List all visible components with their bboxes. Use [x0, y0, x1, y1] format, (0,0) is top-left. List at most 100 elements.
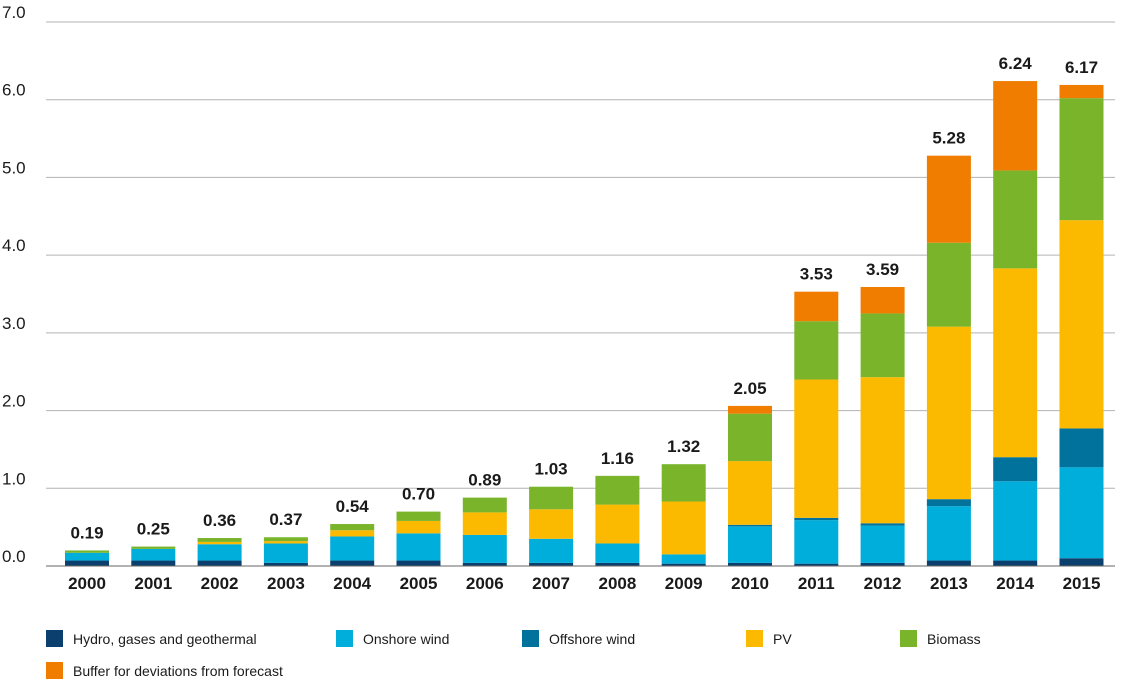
legend-label: Hydro, gases and geothermal — [73, 630, 257, 647]
legend-label: Buffer for deviations from forecast — [73, 662, 283, 679]
x-tick-label-2003: 2003 — [267, 574, 305, 593]
bar-segment-2005-0 — [396, 560, 441, 566]
x-tick-label-2002: 2002 — [201, 574, 239, 593]
legend-swatch — [46, 662, 63, 679]
total-label-2000: 0.19 — [70, 523, 103, 542]
y-tick-label: 2.0 — [2, 392, 26, 411]
bar-segment-2011-1 — [794, 520, 839, 564]
legend-swatch — [900, 630, 917, 647]
bar-segment-2006-0 — [462, 562, 507, 566]
total-label-2005: 0.70 — [402, 485, 435, 504]
bar-segment-2006-4 — [462, 497, 507, 513]
total-label-2004: 0.54 — [336, 497, 370, 516]
y-tick-label: 6.0 — [2, 81, 26, 100]
x-tick-label-2013: 2013 — [930, 574, 968, 593]
bar-segment-2012-5 — [860, 287, 905, 314]
total-label-2001: 0.25 — [137, 520, 170, 539]
x-tick-label-2006: 2006 — [466, 574, 504, 593]
y-tick-label: 3.0 — [2, 314, 26, 333]
bar-segment-2001-0 — [131, 560, 176, 566]
bar-segment-2004-3 — [330, 530, 375, 537]
bar-segment-2008-4 — [595, 475, 640, 505]
bar-segment-2010-5 — [728, 405, 772, 414]
bar-segment-2009-0 — [661, 563, 706, 566]
bar-segment-2002-0 — [197, 560, 242, 566]
bar-segment-2006-1 — [462, 534, 507, 563]
x-tick-label-2012: 2012 — [864, 574, 902, 593]
stacked-bar-chart: 0.0 1.0 2.0 3.0 4.0 5.0 6.0 7.0 0.19 2000 0.25 2001… — [2, 3, 1115, 593]
total-label-2009: 1.32 — [667, 437, 700, 456]
bar-segment-2008-1 — [595, 543, 640, 563]
bar-segment-2013-2 — [926, 499, 971, 507]
bar-segment-2005-3 — [396, 520, 441, 534]
bar-segment-2013-3 — [926, 326, 971, 500]
bar-segment-2014-5 — [993, 81, 1038, 171]
bar-segment-2001-4 — [131, 546, 176, 549]
bar-segment-2015-1 — [1059, 467, 1104, 559]
bar-segment-2012-4 — [860, 313, 905, 378]
bar-segment-2011-2 — [794, 517, 839, 521]
bar-segment-2007-4 — [529, 486, 574, 510]
bar-segment-2010-2 — [728, 524, 772, 527]
bar-segment-2010-0 — [728, 562, 772, 566]
bar-segment-2011-5 — [794, 291, 839, 322]
total-label-2011: 3.53 — [800, 265, 833, 284]
bar-segment-2002-1 — [197, 544, 242, 561]
bar-segment-2004-0 — [330, 560, 375, 566]
legend-swatch — [746, 630, 763, 647]
bar-segment-2004-1 — [330, 536, 375, 561]
total-label-2006: 0.89 — [468, 471, 501, 490]
bar-segment-2011-4 — [794, 321, 839, 380]
legend-item-4: Biomass — [900, 630, 981, 647]
bar-segment-2002-4 — [197, 538, 242, 542]
legend-label: Onshore wind — [363, 630, 450, 647]
bar-segment-2007-3 — [529, 509, 574, 539]
x-tick-label-2001: 2001 — [134, 574, 172, 593]
bar-segment-2015-5 — [1059, 84, 1104, 99]
bar-segment-2007-0 — [529, 562, 574, 566]
bar-segment-2014-3 — [993, 268, 1038, 458]
bar-segment-2013-1 — [926, 506, 971, 561]
bar-segment-2010-1 — [728, 526, 772, 563]
bar-segment-2006-3 — [462, 512, 507, 535]
bar-segment-2012-3 — [860, 377, 905, 524]
bar-segment-2014-1 — [993, 481, 1038, 561]
x-tick-label-2014: 2014 — [996, 574, 1034, 593]
legend-label: PV — [773, 630, 792, 647]
bar-segment-2000-0 — [65, 560, 109, 566]
total-label-2002: 0.36 — [203, 511, 236, 530]
legend-swatch — [522, 630, 539, 647]
bar-segment-2012-0 — [860, 562, 905, 566]
total-label-2003: 0.37 — [269, 510, 302, 529]
bar-segment-2005-1 — [396, 533, 441, 561]
bar-segment-2003-1 — [263, 543, 308, 563]
bar-segment-2015-0 — [1059, 558, 1104, 566]
total-label-2014: 6.24 — [999, 54, 1033, 73]
bar-segment-2008-3 — [595, 504, 640, 544]
x-tick-label-2010: 2010 — [731, 574, 769, 593]
x-tick-label-2004: 2004 — [333, 574, 371, 593]
x-tick-label-2015: 2015 — [1063, 574, 1101, 593]
x-tick-label-2007: 2007 — [532, 574, 570, 593]
y-tick-label: 4.0 — [2, 236, 26, 255]
total-label-2008: 1.16 — [601, 449, 634, 468]
bar-segment-2005-4 — [396, 511, 441, 521]
bar-segment-2010-3 — [728, 461, 772, 525]
bar-segment-2002-3 — [197, 541, 242, 545]
bar-segment-2014-4 — [993, 170, 1038, 269]
bar-segment-2007-1 — [529, 538, 574, 563]
legend-swatch — [336, 630, 353, 647]
y-tick-label: 7.0 — [2, 3, 26, 22]
y-tick-label: 1.0 — [2, 469, 26, 488]
bar-segment-2000-1 — [65, 552, 109, 561]
legend-item-3: PV — [746, 630, 792, 647]
bar-segment-2015-3 — [1059, 220, 1104, 429]
total-label-2007: 1.03 — [535, 460, 568, 479]
y-tick-label: 5.0 — [2, 158, 26, 177]
x-tick-label-2009: 2009 — [665, 574, 703, 593]
legend-item-2: Offshore wind — [522, 630, 635, 647]
y-tick-label: 0.0 — [2, 547, 26, 566]
bar-segment-2001-1 — [131, 548, 176, 561]
bar-segment-2015-2 — [1059, 428, 1104, 468]
bar-segment-2004-4 — [330, 524, 375, 531]
